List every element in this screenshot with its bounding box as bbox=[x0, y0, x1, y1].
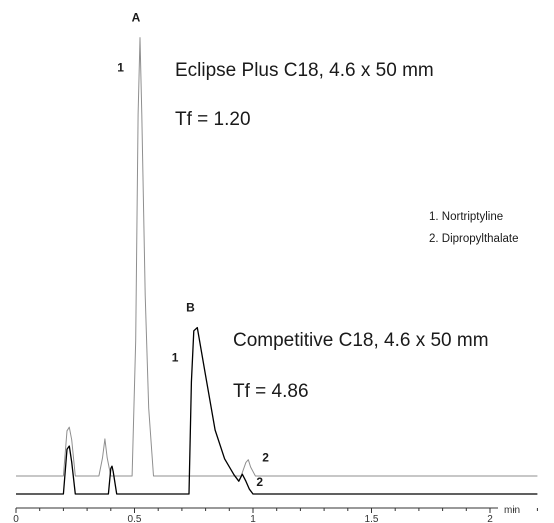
peak-labels: 1 2 A 1 2 B bbox=[117, 11, 269, 490]
peak-label: 1 bbox=[117, 61, 124, 75]
column-annotations: Eclipse Plus C18, 4.6 x 50 mm Tf = 1.20 Co… bbox=[175, 60, 489, 402]
legend-entry: 1. Nortriptyline bbox=[429, 211, 503, 223]
panel-label-b: B bbox=[186, 301, 195, 315]
trace-a bbox=[16, 37, 538, 477]
peak-label: 2 bbox=[262, 451, 269, 465]
tailing-factor-b: Tf = 4.86 bbox=[233, 381, 309, 402]
x-tick-label: 1.5 bbox=[365, 514, 379, 523]
x-tick-label: 2 bbox=[487, 514, 493, 523]
x-tick-label: 0.5 bbox=[128, 514, 142, 523]
x-tick-label: 0 bbox=[13, 514, 19, 523]
x-axis-ticks: 0 0.5 1 1.5 2 bbox=[13, 508, 538, 523]
panel-label-a: A bbox=[132, 11, 141, 25]
column-name-b: Competitive C18, 4.6 x 50 mm bbox=[233, 330, 489, 351]
chromatogram-traces bbox=[16, 37, 538, 495]
x-axis-unit-label: min bbox=[504, 505, 520, 516]
legend-entry: 2. Dipropylthalate bbox=[429, 233, 519, 245]
trace-b bbox=[16, 326, 538, 495]
legend: 1. Nortriptyline 2. Dipropylthalate bbox=[429, 211, 519, 245]
peak-label: 1 bbox=[172, 351, 179, 365]
tailing-factor-a: Tf = 1.20 bbox=[175, 109, 251, 130]
column-name-a: Eclipse Plus C18, 4.6 x 50 mm bbox=[175, 60, 434, 81]
peak-label: 2 bbox=[256, 475, 263, 489]
x-tick-label: 1 bbox=[250, 514, 256, 523]
